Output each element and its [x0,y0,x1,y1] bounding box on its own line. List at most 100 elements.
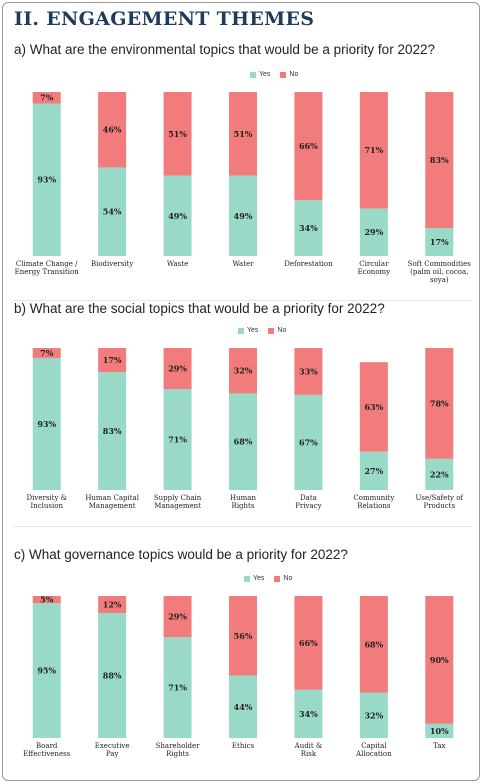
bar-no [359,362,388,452]
bar-yes [359,692,388,738]
bar-yes [359,208,388,256]
bar-yes [229,393,257,490]
value-label-yes: 49% [168,211,187,221]
value-label-no: 78% [430,398,449,408]
category-label: Climate Change / Energy Transition [15,260,80,276]
value-label-no: 66% [299,638,318,648]
bar-yes [163,175,192,256]
value-label-yes: 22% [430,469,449,479]
bar-yes [425,458,454,490]
bar-no [359,92,388,209]
category-label: Waste [167,260,188,268]
value-label-yes: 95% [37,666,56,676]
legend-yes-swatch [244,575,250,582]
value-label-no: 46% [103,125,122,135]
bar-no [229,92,257,176]
bar-yes [229,675,257,738]
bar-yes [32,103,61,256]
legend-yes: Yes [238,327,258,334]
value-label-yes: 68% [234,437,253,447]
legend-no-label: No [277,327,287,334]
bar-no [163,92,192,176]
category-label: Human Rights [230,494,256,510]
value-label-no: 7% [40,93,54,103]
bar-no [98,92,127,168]
section-title: II. ENGAGEMENT THEMES [14,8,315,30]
value-label-yes: 49% [234,211,253,221]
legend-yes: Yes [244,575,264,582]
chart-c-legend: Yes No [244,575,292,582]
value-label-no: 83% [430,155,449,165]
category-label: Supply Chain Management [154,494,202,510]
legend-yes-label: Yes [247,327,259,334]
value-label-yes: 29% [364,227,383,237]
legend-no: No [280,71,298,78]
chart-a-svg: 93% 7% Climate Change / Energy Transition 54… [15,92,471,284]
legend-yes-swatch [250,71,256,78]
value-label-no: 12% [103,600,122,610]
category-label: Capital Allocation [355,742,392,758]
bar-no [294,92,323,201]
bar-no [32,92,61,104]
bar-yes [294,394,323,490]
value-label-yes: 27% [364,466,383,476]
value-label-no: 29% [168,612,187,622]
bar-no [294,348,323,395]
value-label-no: 5% [40,595,54,605]
bar-yes [229,175,257,256]
value-label-no: 90% [430,655,449,665]
legend-no: No [274,575,292,582]
category-label: Shareholder Rights [156,742,201,758]
category-label: Human Capital Management [85,494,139,510]
category-label: Board Effectiveness [23,742,71,758]
bar-no [425,92,454,229]
category-label: Diversity & Inclusion [27,494,67,510]
category-label: Executive Pay [95,742,130,758]
category-label: Ethics [232,742,255,750]
bar-no [163,596,192,638]
bar-yes [32,357,61,490]
category-label: Use/Safety of Products [416,494,465,510]
bar-no [98,596,127,614]
legend-no: No [268,327,286,334]
bar-no [98,348,127,373]
bar-yes [425,723,454,738]
value-label-no: 7% [40,348,54,358]
category-label: Deforestation [284,260,333,268]
value-label-no: 56% [234,631,253,641]
category-label: Tax [433,742,445,750]
bar-no [32,596,61,604]
value-label-yes: 71% [168,683,187,693]
value-label-yes: 88% [103,671,122,681]
legend-no-swatch [280,71,287,78]
legend-no-swatch [268,327,275,334]
value-label-yes: 93% [37,175,56,185]
chart-a-title: a) What are the environmental topics tha… [14,42,435,57]
chart-c-svg: 95% 5% Board Effectiveness 88% 12% Executive Pa… [23,595,454,758]
legend-no-swatch [274,575,281,582]
bar-no [163,348,192,390]
value-label-no: 51% [168,129,187,139]
value-label-no: 17% [103,355,122,365]
bar-yes [163,389,192,490]
value-label-yes: 83% [103,426,122,436]
value-label-no: 32% [234,366,253,376]
value-label-no: 68% [364,639,383,649]
bar-no [32,348,61,358]
legend-yes-label: Yes [253,575,265,582]
value-label-no: 63% [364,402,383,412]
legend-yes: Yes [250,71,270,78]
bar-no [425,596,454,724]
chart-a-legend: Yes No [250,71,298,78]
bar-yes [359,451,388,490]
category-label: Circular Economy [358,260,391,276]
value-label-yes: 71% [168,435,187,445]
bar-yes [425,228,454,256]
chart-b: 93% 7% Diversity & Inclusion 83% 17% Human Cap… [14,336,472,527]
bar-yes [294,689,323,738]
bar-yes [98,613,127,738]
bar-yes [32,603,61,738]
chart-a: 93% 7% Climate Change / Energy Transition 54… [14,80,472,301]
chart-b-svg: 93% 7% Diversity & Inclusion 83% 17% Human Cap… [27,348,465,510]
value-label-no: 66% [299,141,318,151]
